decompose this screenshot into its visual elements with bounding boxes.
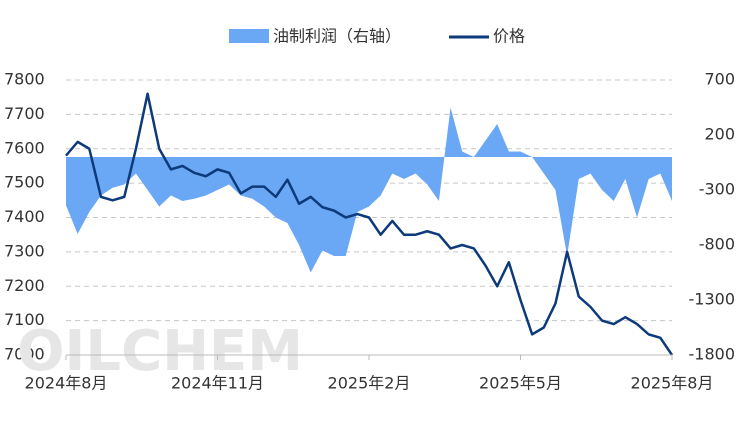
x-tick-label: 2025年5月 [479, 374, 562, 393]
y2-tick-label: -1300 [689, 290, 736, 309]
y2-tick-label: -800 [699, 235, 735, 254]
legend-label: 油制利润（右轴） [273, 27, 401, 46]
area [66, 107, 672, 273]
x-tick-label: 2025年8月 [631, 374, 714, 393]
x-tick-label: 2025年2月 [328, 374, 411, 393]
x-tick-label: 2024年11月 [171, 374, 264, 393]
watermark: OILCHEM [17, 319, 303, 384]
y2-tick-label: 700 [704, 70, 735, 89]
y-tick-label: 7300 [4, 241, 45, 260]
y-tick-label: 7400 [4, 207, 45, 226]
y-tick-label: 7800 [4, 70, 45, 89]
y-tick-label: 7200 [4, 276, 45, 295]
y2-tick-label: 200 [704, 125, 735, 144]
line [65, 92, 674, 356]
y2-tick-label: -1800 [689, 345, 736, 364]
y2-tick-label: -300 [699, 180, 735, 199]
y-tick-label: 7100 [4, 310, 45, 329]
legend-label: 价格 [493, 27, 525, 46]
x-tick-label: 2024年8月 [25, 374, 108, 393]
legend-swatch [229, 29, 269, 43]
y-tick-label: 7500 [4, 173, 45, 192]
y-tick-label: 7700 [4, 104, 45, 123]
y-tick-label: 7000 [4, 345, 45, 364]
y-tick-label: 7600 [4, 138, 45, 157]
